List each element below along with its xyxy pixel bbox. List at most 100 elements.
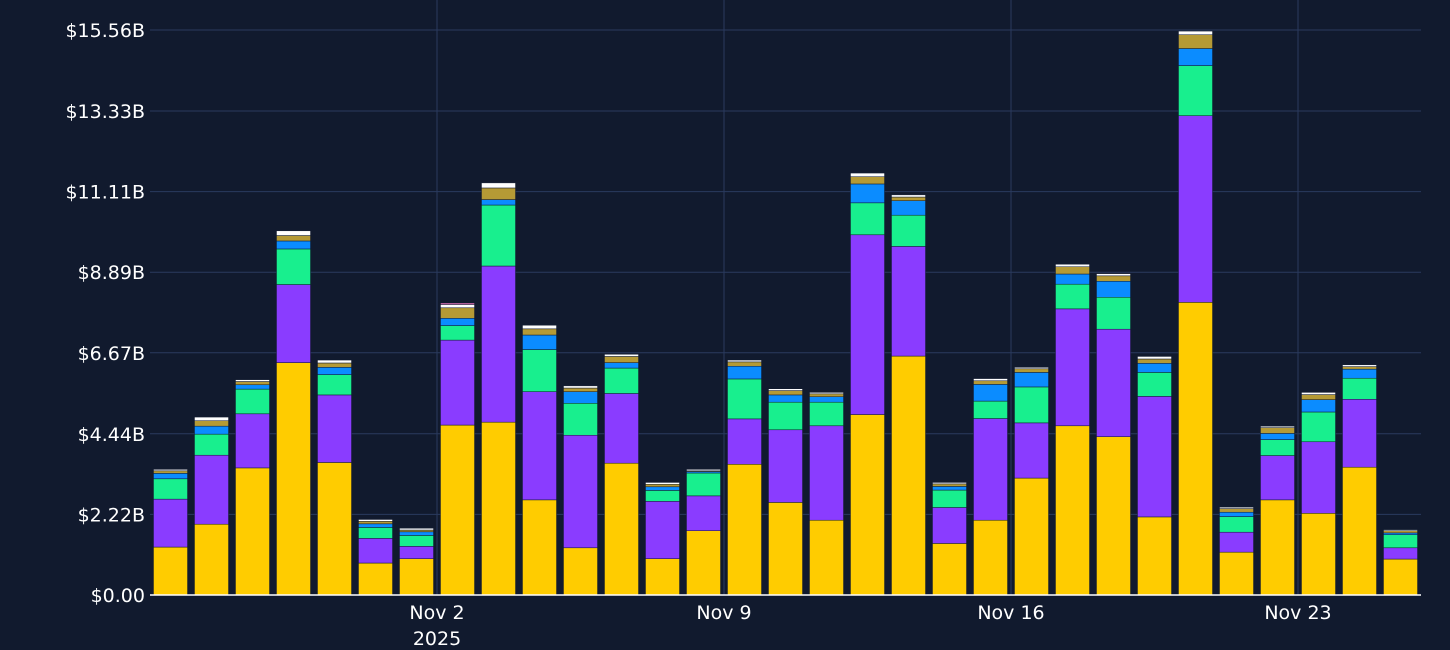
bar-segment[interactable] (563, 391, 598, 404)
bar-segment[interactable] (440, 339, 475, 426)
bar-segment[interactable] (522, 328, 557, 336)
bar-segment[interactable] (686, 472, 721, 497)
bar-segment[interactable] (973, 519, 1008, 596)
bar-segment[interactable] (235, 467, 270, 596)
bar-segment[interactable] (1383, 530, 1418, 534)
bar-segment[interactable] (235, 381, 270, 386)
bar-segment[interactable] (891, 246, 926, 357)
bar-segment[interactable] (1137, 358, 1172, 364)
bar-segment[interactable] (768, 388, 803, 391)
bar-segment[interactable] (768, 401, 803, 431)
bar-segment[interactable] (194, 420, 229, 427)
bar-segment[interactable] (727, 359, 762, 363)
bar-segment[interactable] (481, 265, 516, 423)
bar-segment[interactable] (1137, 516, 1172, 596)
bar-segment[interactable] (399, 529, 434, 533)
bar-segment[interactable] (1178, 34, 1213, 49)
bar-segment[interactable] (1260, 455, 1295, 501)
bar-segment[interactable] (276, 230, 311, 236)
bar-segment[interactable] (1178, 302, 1213, 596)
bar-segment[interactable] (645, 501, 680, 559)
bar-segment[interactable] (317, 359, 352, 364)
bar-segment[interactable] (1383, 532, 1418, 535)
bar-segment[interactable] (891, 355, 926, 596)
bar-segment[interactable] (1096, 281, 1131, 298)
bar-segment[interactable] (1137, 396, 1172, 518)
bar-segment[interactable] (1260, 425, 1295, 428)
bar-segment[interactable] (1137, 363, 1172, 373)
bar-segment[interactable] (563, 387, 598, 392)
bar-segment[interactable] (481, 204, 516, 267)
bar-segment[interactable] (1342, 377, 1377, 400)
bar-segment[interactable] (1014, 422, 1049, 479)
bar-segment[interactable] (1342, 368, 1377, 379)
bar-segment[interactable] (1342, 399, 1377, 468)
bar-segment[interactable] (891, 196, 926, 201)
bar-segment[interactable] (399, 527, 434, 531)
bar-segment[interactable] (891, 200, 926, 216)
bar-segment[interactable] (686, 469, 721, 472)
bar-segment[interactable] (1014, 477, 1049, 596)
bar-segment[interactable] (563, 403, 598, 436)
bar-segment[interactable] (768, 394, 803, 403)
bar-segment[interactable] (1342, 366, 1377, 370)
bar-segment[interactable] (194, 416, 229, 421)
bar-segment[interactable] (645, 482, 680, 485)
bar-segment[interactable] (727, 365, 762, 380)
bar-segment[interactable] (727, 361, 762, 367)
bar-segment[interactable] (399, 546, 434, 559)
bar-segment[interactable] (686, 530, 721, 596)
bar-segment[interactable] (604, 356, 639, 363)
bar-segment[interactable] (440, 307, 475, 319)
bar-segment[interactable] (1178, 30, 1213, 35)
bar-segment[interactable] (358, 538, 393, 564)
bar-segment[interactable] (1178, 65, 1213, 116)
bar-segment[interactable] (809, 393, 844, 397)
bar-segment[interactable] (1014, 368, 1049, 373)
bar-segment[interactable] (932, 483, 967, 487)
bar-segment[interactable] (850, 176, 885, 185)
bar-segment[interactable] (645, 486, 680, 491)
bar-segment[interactable] (522, 349, 557, 392)
bar-segment[interactable] (1301, 394, 1336, 400)
bar-segment[interactable] (481, 199, 516, 206)
bar-segment[interactable] (358, 519, 393, 522)
bar-segment[interactable] (1055, 266, 1090, 275)
bar-segment[interactable] (1219, 508, 1254, 513)
bar-segment[interactable] (1055, 283, 1090, 310)
bar-segment[interactable] (358, 527, 393, 539)
bar-segment[interactable] (850, 172, 885, 177)
bar-segment[interactable] (153, 498, 188, 548)
bar-segment[interactable] (276, 240, 311, 250)
bar-segment[interactable] (235, 384, 270, 390)
bar-segment[interactable] (358, 521, 393, 525)
bar-segment[interactable] (1301, 399, 1336, 413)
bar-segment[interactable] (645, 484, 680, 488)
bar-segment[interactable] (235, 413, 270, 469)
bar-segment[interactable] (973, 400, 1008, 419)
bar-segment[interactable] (850, 183, 885, 204)
bar-segment[interactable] (809, 392, 844, 395)
bar-segment[interactable] (1096, 273, 1131, 277)
bar-segment[interactable] (153, 470, 188, 474)
bar-segment[interactable] (1260, 427, 1295, 434)
bar-segment[interactable] (604, 362, 639, 369)
bar-segment[interactable] (1096, 328, 1131, 437)
bar-segment[interactable] (440, 302, 475, 305)
bar-segment[interactable] (1383, 547, 1418, 560)
bar-segment[interactable] (440, 325, 475, 341)
bar-segment[interactable] (1383, 529, 1418, 531)
bar-segment[interactable] (481, 187, 516, 200)
bar-segment[interactable] (358, 523, 393, 528)
bar-segment[interactable] (1301, 513, 1336, 596)
bar-segment[interactable] (440, 304, 475, 309)
bar-segment[interactable] (153, 469, 188, 472)
bar-segment[interactable] (1260, 499, 1295, 596)
bar-segment[interactable] (1301, 411, 1336, 443)
bar-segment[interactable] (522, 391, 557, 501)
bar-segment[interactable] (276, 248, 311, 285)
bar-segment[interactable] (194, 454, 229, 525)
bar-segment[interactable] (932, 486, 967, 491)
bar-segment[interactable] (1014, 367, 1049, 370)
bar-segment[interactable] (1096, 436, 1131, 596)
